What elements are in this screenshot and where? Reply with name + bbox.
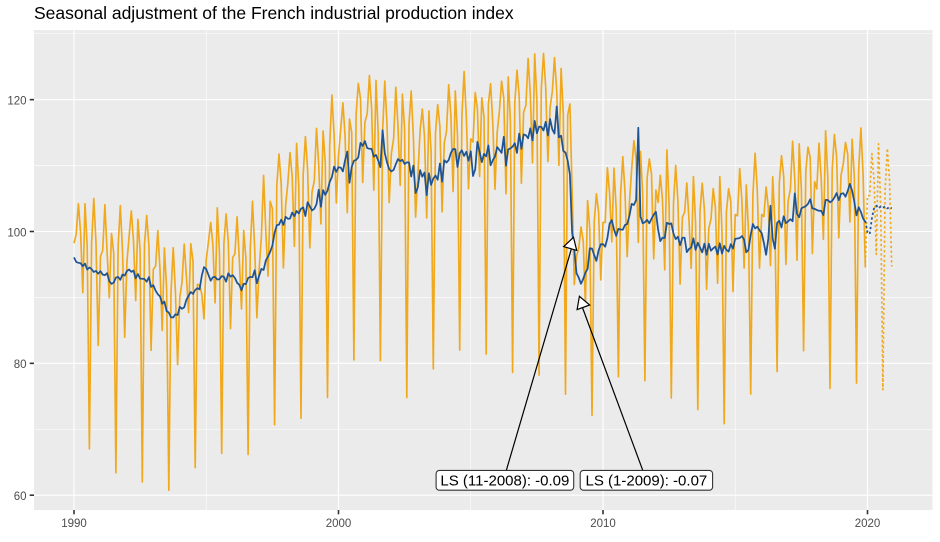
svg-text:2010: 2010 (590, 518, 616, 530)
svg-text:Seasonal adjustment of the Fre: Seasonal adjustment of the French indust… (34, 3, 514, 23)
svg-text:2000: 2000 (326, 518, 352, 530)
svg-text:80: 80 (14, 359, 27, 371)
svg-text:2020: 2020 (855, 518, 881, 530)
svg-text:LS (11-2008): -0.09: LS (11-2008): -0.09 (440, 473, 569, 490)
svg-text:120: 120 (7, 96, 26, 108)
svg-text:60: 60 (14, 491, 27, 503)
svg-text:100: 100 (7, 227, 26, 239)
svg-text:LS (1-2009): -0.07: LS (1-2009): -0.07 (586, 473, 708, 490)
svg-text:1990: 1990 (61, 518, 87, 530)
